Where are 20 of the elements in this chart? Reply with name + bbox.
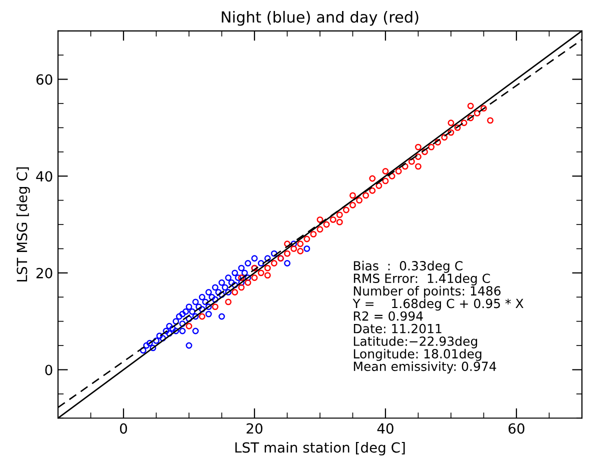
y-tick-label: 40: [36, 171, 52, 182]
x-axis-title: LST main station [deg C]: [235, 442, 405, 456]
chart-title: Night (blue) and day (red): [222, 10, 418, 26]
annotation: Longitude: 18.01deg: [354, 348, 482, 361]
annotation: Mean emissivity: 0.974: [354, 361, 496, 374]
annotation: Bias : 0.33deg C: [354, 260, 462, 273]
annotation: Y = 1.68deg C + 0.95 * X: [352, 298, 524, 311]
x-tick-label: 40: [377, 423, 394, 434]
annotation: Latitude:−22.93deg: [354, 336, 478, 348]
annotation: R2 = 0.994: [354, 311, 423, 321]
y-tick-label: 0: [45, 364, 52, 376]
annotation: RMS Error: 1.41deg C: [354, 273, 490, 286]
y-tick-label: 20: [36, 268, 52, 278]
y-axis-title: LST MSG [deg C]: [16, 167, 30, 282]
annotation: Number of points: 1486: [354, 286, 501, 298]
annotation: Date: 11.2011: [354, 324, 442, 334]
y-tick-label: 60: [36, 74, 52, 85]
x-tick-label: 20: [246, 423, 262, 434]
x-tick-label: 60: [508, 423, 524, 434]
x-tick-label: 0: [120, 423, 127, 434]
